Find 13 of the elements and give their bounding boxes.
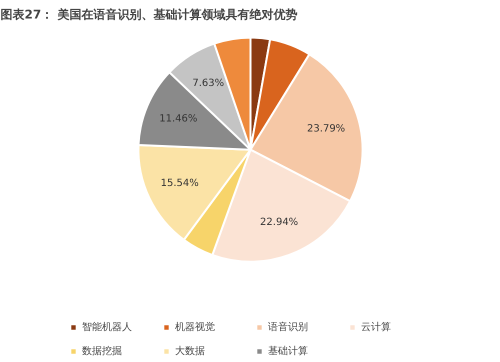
data-label: 11.46% [159, 114, 198, 125]
chart-title: 图表27： 美国在语音识别、基础计算领域具有绝对优势 [0, 8, 298, 22]
legend-label: 数据挖掘 [82, 344, 123, 358]
legend-label: 基础计算 [268, 344, 309, 358]
legend-label: 智能机器人 [82, 320, 133, 334]
legend-label: 云计算 [361, 320, 392, 334]
data-label: 7.63% [192, 78, 224, 90]
legend-label: 语音识别 [268, 320, 309, 334]
data-label: 15.54% [160, 178, 199, 190]
data-label: 23.79% [307, 123, 346, 134]
legend-label: 大数据 [175, 344, 206, 358]
data-label: 22.94% [260, 217, 298, 228]
legend-label: 机器视觉 [175, 320, 216, 334]
